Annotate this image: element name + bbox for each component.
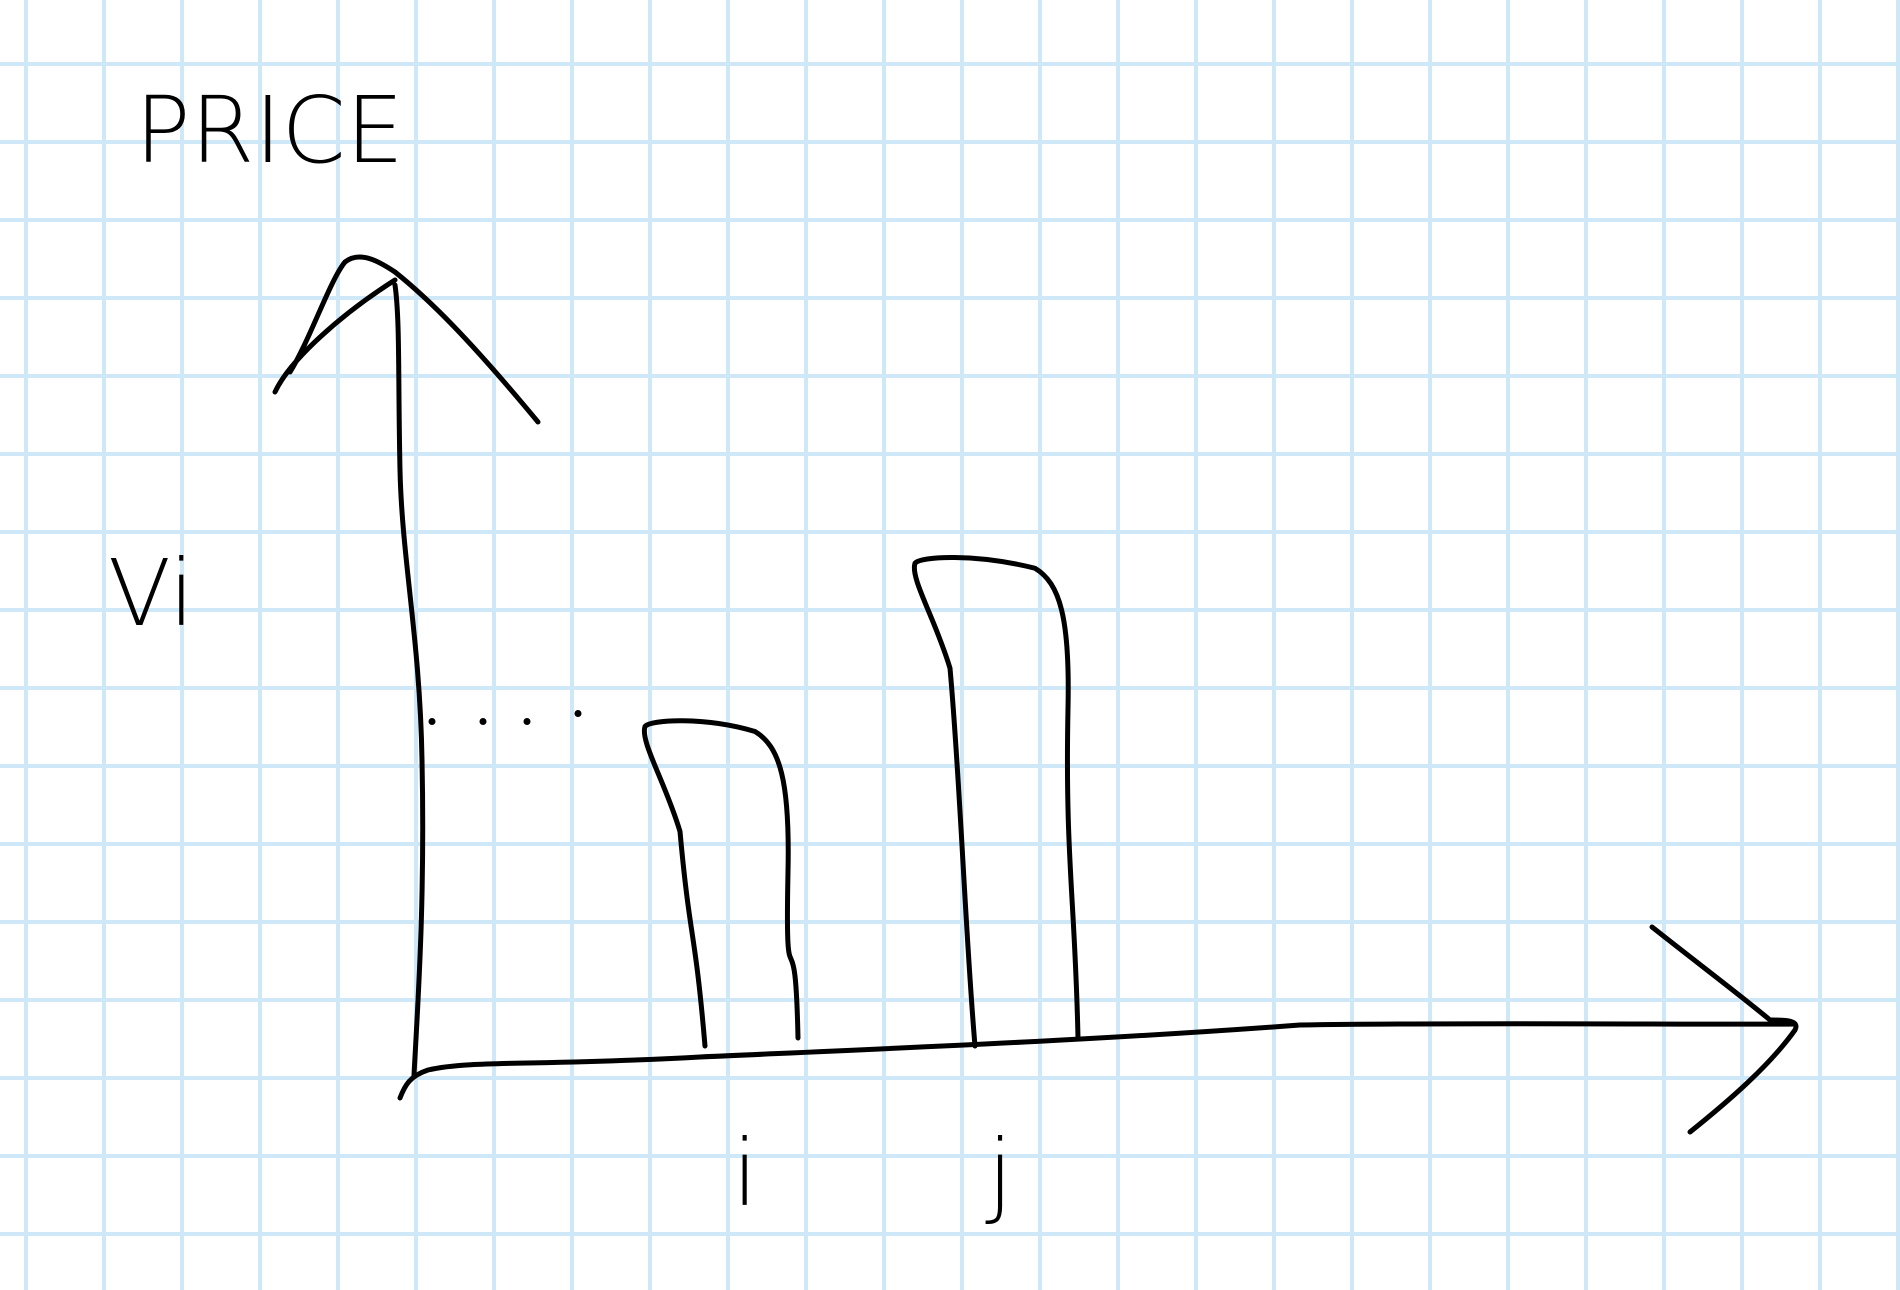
y-axis-arrowhead [272,254,541,425]
reference-dotted-line [428,710,582,725]
x-axis-arrowhead [1649,924,1799,1135]
y-axis-title: PRICE [135,77,404,184]
reference-dot [479,718,487,725]
reference-dot [523,718,531,725]
reference-dot [574,710,582,717]
y-reference-label: Vi [108,540,194,647]
y-axis [392,282,426,1078]
bar-i [641,718,801,1049]
category-label-j: j [985,1120,1013,1227]
bar-j [911,555,1081,1049]
x-axis [397,1021,1798,1101]
reference-dot [428,718,436,725]
bars-group [641,555,1081,1049]
category-label-i: i [732,1120,758,1227]
